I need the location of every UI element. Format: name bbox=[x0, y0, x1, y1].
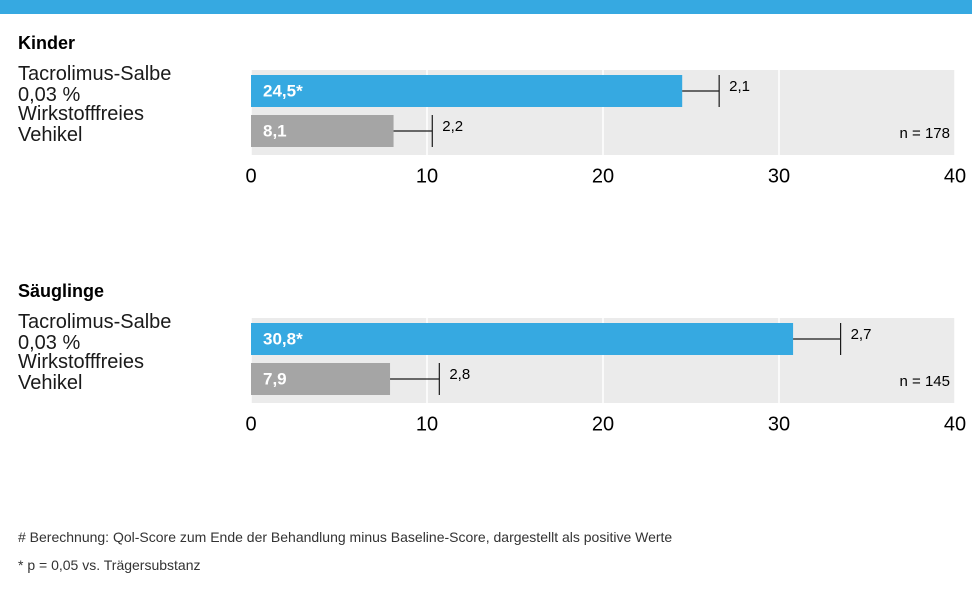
x-tick-label: 30 bbox=[768, 413, 790, 435]
error-bar bbox=[682, 75, 720, 107]
x-tick-label: 20 bbox=[592, 165, 614, 187]
bar bbox=[251, 75, 683, 107]
x-tick-label: 20 bbox=[592, 413, 614, 435]
x-tick-label: 30 bbox=[768, 165, 790, 187]
error-bar bbox=[390, 363, 440, 395]
error-bar bbox=[393, 115, 433, 147]
bar bbox=[251, 323, 794, 355]
annotation: n = 178 bbox=[900, 125, 950, 142]
category-label: Wirkstofffreies Vehikel bbox=[18, 103, 144, 146]
error-label: 2,1 bbox=[729, 78, 750, 95]
error-label: 2,2 bbox=[442, 118, 463, 135]
x-tick-label: 10 bbox=[416, 165, 438, 187]
x-tick-label: 0 bbox=[245, 413, 256, 435]
error-bar bbox=[793, 323, 842, 355]
category-label: Tacrolimus-Salbe 0,03 % bbox=[18, 63, 172, 106]
x-tick-label: 10 bbox=[416, 413, 438, 435]
x-tick-label: 40 bbox=[944, 165, 966, 187]
x-tick-label: 0 bbox=[245, 165, 256, 187]
bar bbox=[251, 115, 394, 147]
error-label: 2,8 bbox=[449, 366, 470, 383]
chart-title: Säuglinge bbox=[18, 281, 104, 301]
category-label: Tacrolimus-Salbe 0,03 % bbox=[18, 311, 172, 354]
error-label: 2,7 bbox=[851, 326, 872, 343]
x-tick-label: 40 bbox=[944, 413, 966, 435]
category-label: Wirkstofffreies Vehikel bbox=[18, 351, 144, 394]
value-label: 30,8* bbox=[263, 329, 303, 348]
footnote: * p = 0,05 vs. Trägersubstanz bbox=[18, 557, 201, 573]
annotation: n = 145 bbox=[900, 373, 950, 390]
value-label: 24,5* bbox=[263, 81, 303, 100]
bar bbox=[251, 363, 391, 395]
header-strip bbox=[0, 0, 972, 14]
value-label: 8,1 bbox=[263, 121, 287, 140]
footnote: # Berechnung: Qol-Score zum Ende der Beh… bbox=[18, 529, 673, 545]
chart-title: Kinder bbox=[18, 33, 75, 53]
value-label: 7,9 bbox=[263, 369, 287, 388]
